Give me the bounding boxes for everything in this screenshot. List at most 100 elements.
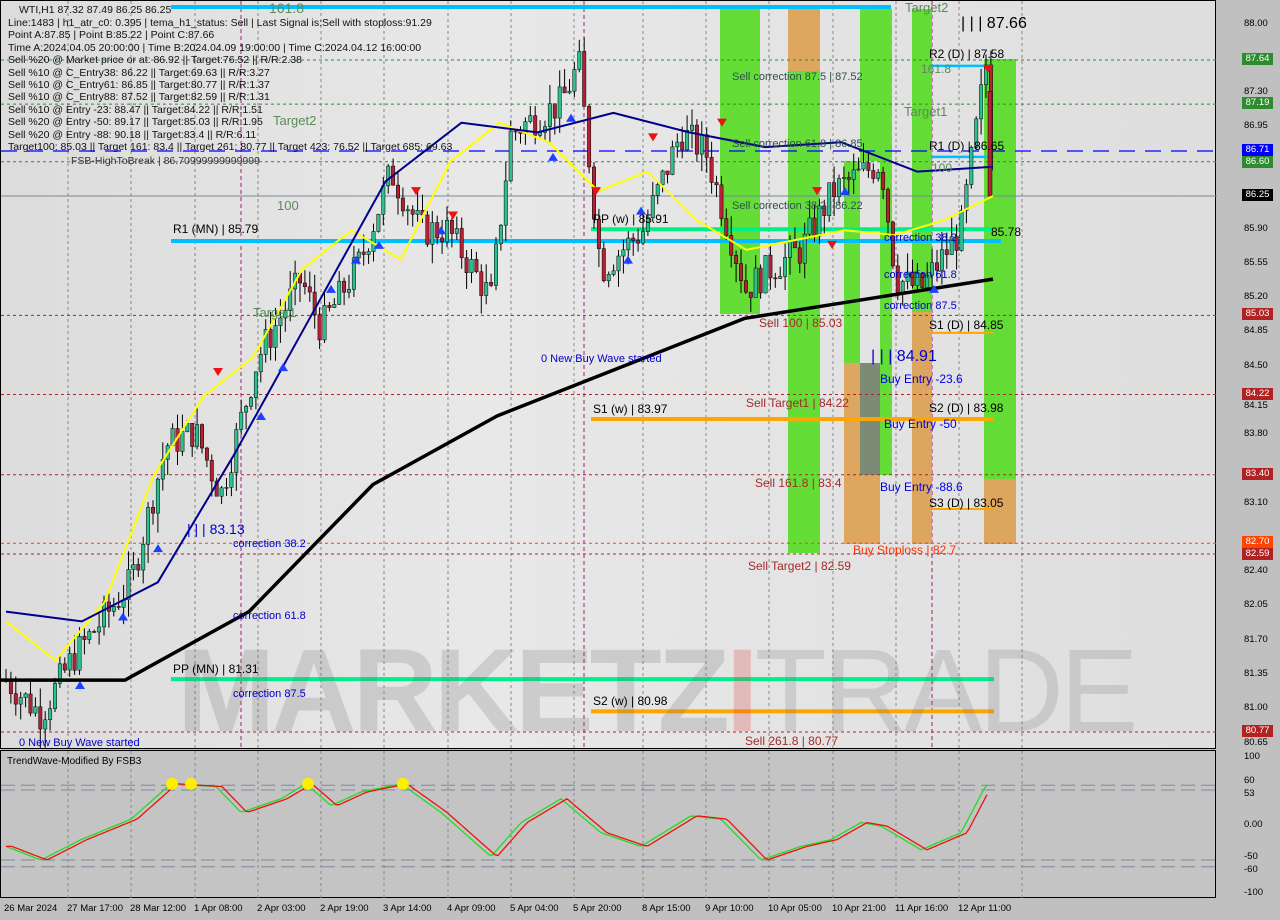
buy-arrow-icon bbox=[840, 187, 850, 196]
annotation-corr-875-r: correction 87.5 bbox=[884, 300, 957, 312]
x-axis-tick: 11 Apr 16:00 bbox=[895, 903, 949, 914]
x-axis-tick: 9 Apr 10:00 bbox=[705, 903, 754, 914]
candle-body bbox=[734, 254, 739, 264]
x-axis-tick: 12 Apr 11:00 bbox=[958, 903, 1012, 914]
candle-body bbox=[224, 487, 229, 489]
price-chart-svg bbox=[1, 1, 1217, 750]
candle-body bbox=[611, 270, 616, 275]
candle-body bbox=[743, 280, 748, 293]
watermark-logo: MARKETZITRADE bbox=[177, 625, 1139, 757]
x-axis-tick: 3 Apr 14:00 bbox=[383, 903, 432, 914]
y-axis-tick: 82.40 bbox=[1244, 565, 1268, 576]
annotation-target2-b: Target2 bbox=[905, 0, 949, 15]
oscillator-red-line bbox=[6, 782, 988, 861]
candle-body bbox=[258, 354, 263, 373]
candle-body bbox=[302, 282, 307, 288]
annotation-corr-382-r: correction 38.2 bbox=[884, 232, 957, 244]
candle-body bbox=[53, 683, 57, 709]
signal-zone bbox=[844, 161, 860, 363]
price-tag: 82.59 bbox=[1242, 548, 1273, 561]
info-line: Sell %20 @ Market price or at: 86.92 || … bbox=[8, 54, 302, 67]
annotation-target2-a: Target2 bbox=[273, 113, 317, 128]
candle-body bbox=[317, 314, 322, 341]
candle-body bbox=[116, 606, 121, 608]
candle-body bbox=[131, 564, 136, 570]
candle-body bbox=[62, 663, 67, 671]
candle-body bbox=[43, 719, 48, 730]
x-axis-tick: 2 Apr 19:00 bbox=[320, 903, 369, 914]
candle-body bbox=[572, 69, 577, 92]
price-tag: 87.19 bbox=[1242, 97, 1273, 110]
candle-body bbox=[312, 291, 317, 315]
candle-body bbox=[18, 697, 23, 705]
annotation-r1-d: R1 (D) | 86.65 bbox=[929, 139, 1005, 153]
indicator-window[interactable]: TrendWave-Modified By FSB3 bbox=[0, 750, 1217, 899]
candle-body bbox=[773, 277, 778, 280]
price-tag: 86.71 bbox=[1242, 144, 1273, 156]
candle-body bbox=[209, 459, 214, 482]
x-axis-tick: 10 Apr 05:00 bbox=[768, 903, 822, 914]
annotation-corr-382: correction 38.2 bbox=[233, 538, 306, 550]
sell-arrow-icon bbox=[411, 187, 421, 196]
candle-body bbox=[239, 411, 244, 430]
candle-body bbox=[400, 197, 405, 212]
candle-body bbox=[935, 262, 939, 271]
x-axis-tick: 10 Apr 21:00 bbox=[832, 903, 886, 914]
candle-body bbox=[582, 51, 587, 107]
candle-body bbox=[273, 325, 278, 348]
candle-body bbox=[151, 507, 155, 514]
candle-body bbox=[38, 706, 43, 730]
candle-body bbox=[449, 220, 454, 234]
candle-body bbox=[655, 184, 660, 196]
candle-body bbox=[474, 259, 479, 272]
price-tag: 87.64 bbox=[1242, 53, 1273, 66]
candle-body bbox=[268, 329, 273, 348]
annotation-target1-b: Target1 bbox=[904, 104, 948, 119]
candle-body bbox=[111, 606, 116, 612]
candle-body bbox=[8, 680, 13, 694]
candle-body bbox=[768, 255, 773, 279]
candle-body bbox=[680, 141, 685, 151]
candle-body bbox=[342, 280, 347, 293]
candle-body bbox=[489, 282, 494, 286]
main-chart[interactable]: MARKETZITRADE WTI,H1 87.32 87.49 86.25 8… bbox=[0, 0, 1217, 757]
buy-arrow-icon bbox=[929, 284, 939, 293]
candle-body bbox=[204, 447, 209, 461]
sell-arrow-icon bbox=[717, 118, 727, 127]
candle-body bbox=[930, 262, 935, 276]
candle-body bbox=[690, 124, 694, 131]
price-tag: 83.40 bbox=[1242, 467, 1273, 480]
buy-arrow-icon bbox=[278, 363, 288, 372]
annotation-s2-w: S2 (w) | 80.98 bbox=[593, 694, 668, 708]
annotation-sell-t1: Sell Target1 | 84.22 bbox=[746, 396, 849, 410]
candle-body bbox=[846, 177, 851, 180]
x-axis-tick: 8 Apr 15:00 bbox=[642, 903, 691, 914]
x-axis-tick: 1 Apr 08:00 bbox=[194, 903, 243, 914]
candle-body bbox=[459, 228, 464, 258]
candle-body bbox=[77, 636, 82, 671]
indicator-axis-tick: 100 bbox=[1244, 751, 1260, 762]
indicator-axis-tick: -60 bbox=[1244, 864, 1258, 875]
price-tag: 82.70 bbox=[1242, 536, 1273, 549]
candle-body bbox=[82, 636, 87, 640]
candle-body bbox=[949, 236, 954, 255]
candle-body bbox=[807, 217, 812, 235]
oscillator-svg bbox=[1, 751, 1217, 899]
y-axis-tick: 83.80 bbox=[1244, 428, 1268, 439]
candle-body bbox=[28, 693, 33, 714]
annotation-sell-261: Sell 261.8 | 80.77 bbox=[745, 734, 839, 748]
x-axis-tick: 4 Apr 09:00 bbox=[447, 903, 496, 914]
candle-body bbox=[822, 205, 827, 216]
annotation-fib-100: 100 bbox=[277, 198, 299, 213]
candle-body bbox=[464, 257, 469, 273]
candle-body bbox=[827, 182, 832, 216]
candle-body bbox=[356, 251, 361, 259]
annotation-pp-mn: PP (MN) | 81.31 bbox=[173, 662, 259, 676]
annotation-corr-875: correction 87.5 bbox=[233, 688, 306, 700]
sell-arrow-icon bbox=[812, 187, 822, 196]
buy-arrow-icon bbox=[636, 206, 646, 215]
candle-body bbox=[636, 240, 641, 244]
candle-body bbox=[920, 273, 925, 288]
candle-body bbox=[876, 172, 881, 179]
candle-body bbox=[67, 653, 72, 671]
